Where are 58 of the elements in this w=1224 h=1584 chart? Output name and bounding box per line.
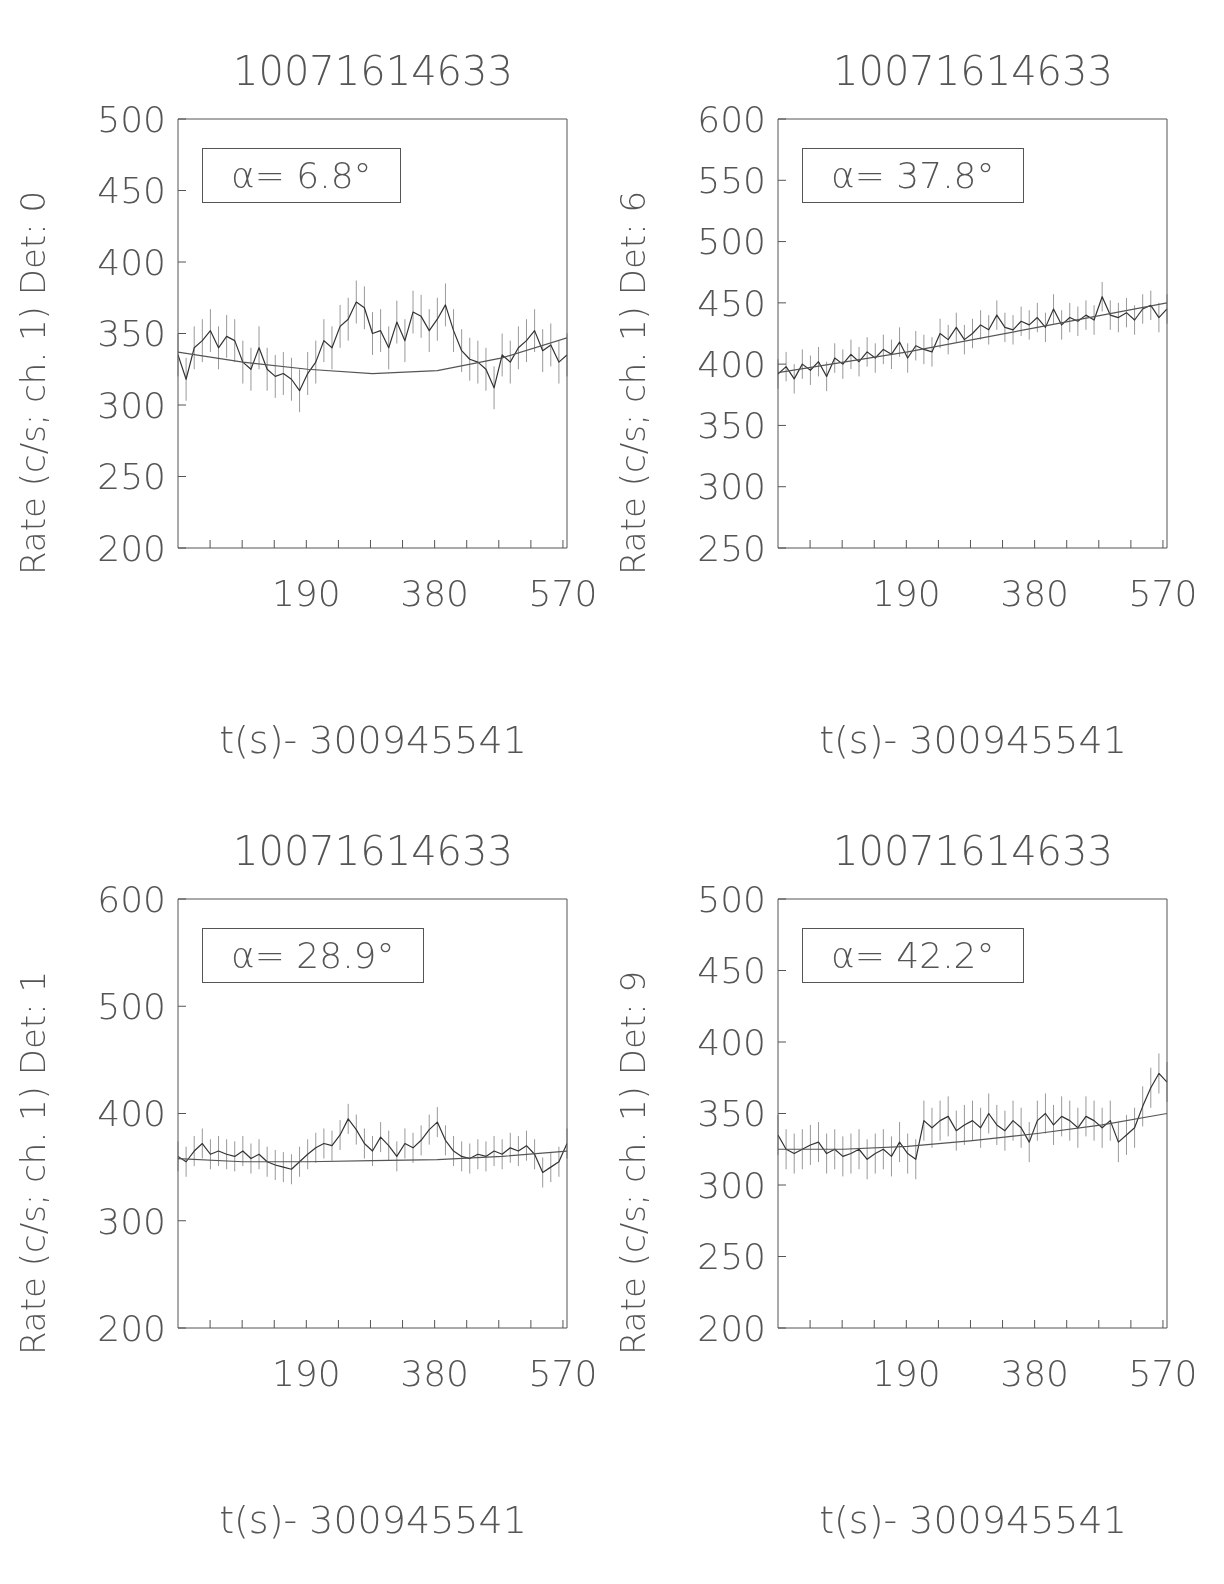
x-tick-label: 380	[400, 572, 469, 614]
y-tick-label: 450	[697, 282, 766, 324]
y-axis-title: Rate (c/s; ch. 1) Det: 0	[13, 190, 54, 576]
y-tick-label: 500	[697, 878, 766, 920]
line-series	[778, 1072, 1167, 1160]
y-tick-label: 450	[697, 950, 766, 992]
chart-title: 10071614633	[232, 828, 514, 874]
x-tick-label: 190	[271, 572, 341, 614]
x-axis-title: t(s)- 300945541	[818, 718, 1128, 762]
y-tick-label: 250	[697, 527, 766, 569]
line-series	[178, 1118, 567, 1174]
y-tick-label: 300	[697, 466, 766, 508]
y-axis-title: Rate (c/s; ch. 1) Det: 9	[613, 970, 654, 1356]
x-tick-label: 570	[1128, 1352, 1198, 1394]
y-tick-label: 500	[697, 221, 766, 263]
y-tick-label: 600	[697, 98, 766, 140]
x-tick-label: 380	[400, 1352, 469, 1394]
x-tick-label: 190	[871, 572, 941, 614]
y-tick-label: 200	[97, 1307, 166, 1349]
y-axis-title: Rate (c/s; ch. 1) Det: 1	[13, 970, 54, 1356]
x-tick-label: 570	[1128, 572, 1198, 614]
y-tick-label: 200	[97, 527, 166, 569]
y-tick-label: 400	[97, 241, 166, 283]
x-tick-label: 190	[871, 1352, 941, 1394]
y-tick-label: 350	[697, 405, 766, 447]
x-tick-label: 570	[528, 1352, 598, 1394]
y-tick-label: 350	[697, 1093, 766, 1135]
y-tick-label: 500	[97, 98, 166, 140]
y-tick-label: 350	[97, 313, 166, 355]
y-tick-label: 200	[697, 1307, 766, 1349]
y-tick-label: 500	[97, 986, 166, 1028]
y-tick-label: 250	[97, 456, 166, 498]
y-tick-label: 300	[97, 1200, 166, 1242]
annotation: α= 6.8°	[202, 148, 401, 203]
x-tick-label: 380	[1000, 572, 1069, 614]
annotation: α= 28.9°	[202, 928, 424, 983]
x-axis-title: t(s)- 300945541	[218, 718, 528, 762]
x-axis-title: t(s)- 300945541	[818, 1498, 1128, 1542]
y-tick-label: 400	[697, 1021, 766, 1063]
annotation: α= 42.2°	[802, 928, 1024, 983]
x-tick-label: 190	[271, 1352, 341, 1394]
chart-title: 10071614633	[832, 48, 1114, 94]
y-tick-label: 600	[97, 878, 166, 920]
y-tick-label: 300	[697, 1164, 766, 1206]
y-axis-title: Rate (c/s; ch. 1) Det: 6	[613, 190, 654, 576]
x-tick-label: 380	[1000, 1352, 1069, 1394]
x-tick-label: 570	[528, 572, 598, 614]
y-tick-label: 250	[697, 1236, 766, 1278]
y-tick-label: 400	[697, 343, 766, 385]
y-tick-label: 450	[97, 170, 166, 212]
x-axis-title: t(s)- 300945541	[218, 1498, 528, 1542]
chart-title: 10071614633	[832, 828, 1114, 874]
annotation: α= 37.8°	[802, 148, 1024, 203]
y-tick-label: 550	[697, 160, 766, 202]
y-tick-label: 300	[97, 384, 166, 426]
line-series	[178, 301, 567, 392]
y-tick-label: 400	[97, 1093, 166, 1135]
chart-title: 10071614633	[232, 48, 514, 94]
